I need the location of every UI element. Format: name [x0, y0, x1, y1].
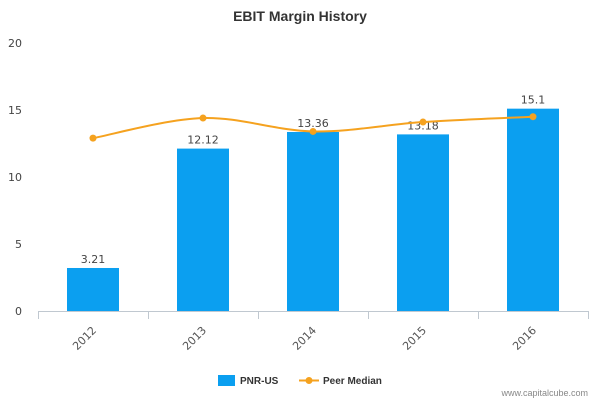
x-tick-label-2016: 2016 [510, 324, 539, 353]
bar-series [67, 108, 559, 311]
bar-label-2012: 3.21 [81, 253, 106, 266]
x-tick-label-2012: 2012 [70, 324, 99, 353]
legend: PNR-US Peer Median [218, 375, 382, 387]
legend-marker-peer-median [305, 377, 313, 384]
bar-2014 [287, 131, 339, 311]
bar-label-2013: 12.12 [187, 134, 219, 147]
x-tick-label-2013: 2013 [180, 324, 209, 353]
bar-2013 [177, 148, 229, 311]
peer-median-point-2015 [419, 118, 427, 126]
legend-label-pnr-us: PNR-US [240, 376, 279, 387]
peer-median-point-2016 [529, 113, 537, 121]
peer-median-point-2014 [309, 127, 317, 135]
legend-label-peer-median: Peer Median [323, 376, 382, 387]
bar-label-2016: 15.1 [521, 94, 546, 107]
y-tick-label-15: 15 [8, 104, 22, 117]
peer-median-point-2012 [89, 134, 97, 142]
bar-label-2014: 13.36 [297, 117, 329, 130]
y-tick-label-20: 20 [8, 37, 22, 50]
bar-2015 [397, 134, 449, 311]
x-tick-label-2014: 2014 [290, 324, 319, 353]
legend-swatch-pnr-us [218, 375, 235, 386]
y-tick-label-10: 10 [8, 171, 22, 184]
y-tick-label-5: 5 [15, 238, 22, 251]
y-tick-label-0: 0 [15, 305, 22, 318]
x-tick-label-2015: 2015 [400, 324, 429, 353]
source-credit: www.capitalcube.com [500, 388, 588, 398]
bar-2016 [507, 108, 559, 311]
peer-median-point-2013 [199, 114, 207, 122]
chart-title: EBIT Margin History [233, 8, 367, 24]
y-axis: 0 5 10 15 20 [8, 37, 22, 318]
peer-median-series [89, 113, 537, 142]
bar-2012 [67, 267, 119, 311]
x-axis: 2012 2013 2014 2015 2016 [38, 311, 589, 353]
